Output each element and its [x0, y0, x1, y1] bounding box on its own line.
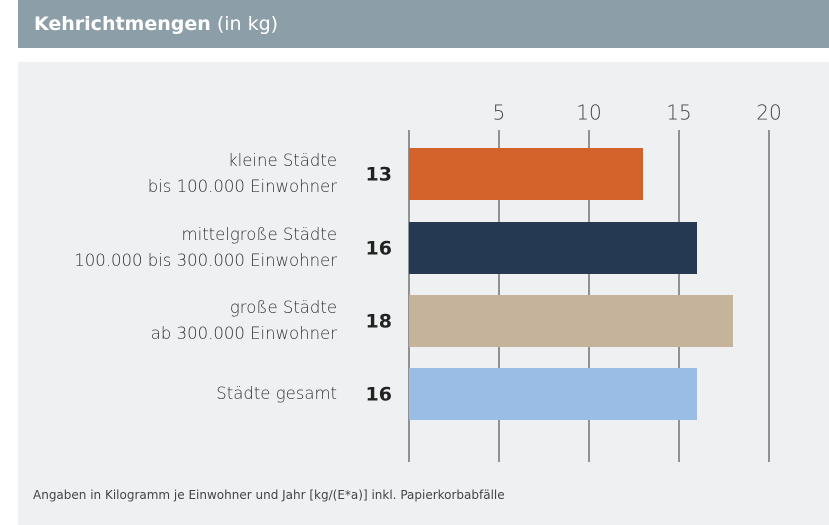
- category-label: mittelgroße Städte 100.000 bis 300.000 E…: [74, 225, 337, 270]
- value-label: 16: [366, 384, 392, 406]
- chart-title: Kehrichtmengen: [34, 13, 211, 35]
- footnote: Angaben in Kilogramm je Einwohner und Ja…: [33, 488, 505, 502]
- x-tick-label: 5: [493, 101, 506, 125]
- category-label: kleine Städte bis 100.000 Einwohner: [147, 151, 337, 196]
- panel: [18, 62, 829, 525]
- header: Kehrichtmengen (in kg): [18, 0, 829, 48]
- bar: [409, 222, 697, 274]
- chart-subtitle: (in kg): [216, 13, 279, 35]
- bar: [409, 148, 643, 200]
- bar: [409, 295, 733, 347]
- value-label: 13: [366, 164, 392, 186]
- x-tick-label: 10: [576, 101, 601, 125]
- value-label: 18: [366, 311, 392, 333]
- value-label: 16: [366, 238, 392, 260]
- category-label: Städte gesamt: [216, 384, 337, 403]
- bar: [409, 368, 697, 420]
- x-tick-label: 20: [756, 101, 781, 125]
- category-label: große Städte ab 300.000 Einwohner: [150, 298, 337, 343]
- x-tick-label: 15: [666, 101, 691, 125]
